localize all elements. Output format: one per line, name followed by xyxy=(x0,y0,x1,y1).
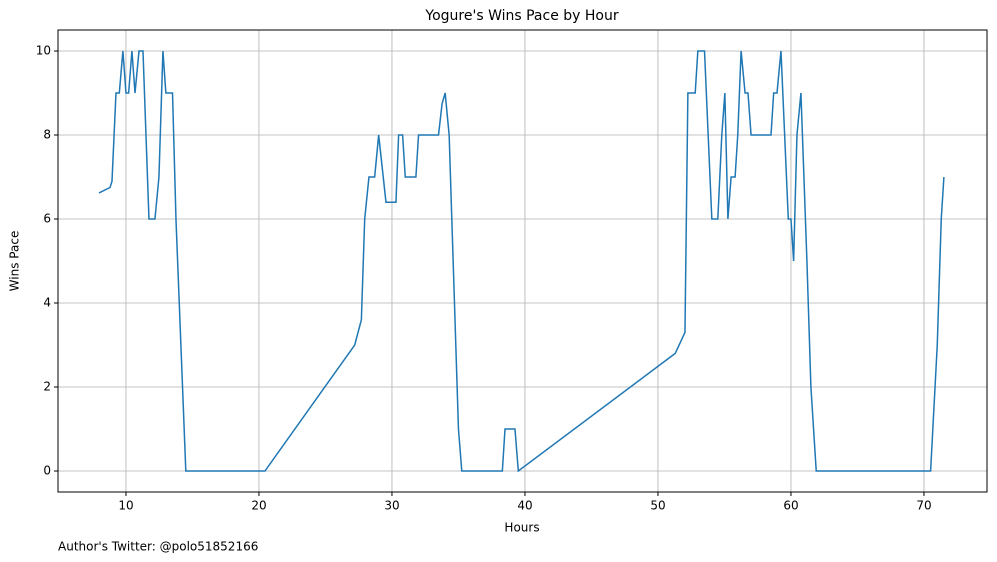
y-tick-label: 0 xyxy=(43,464,51,478)
x-tick-label: 20 xyxy=(251,499,266,513)
x-tick-label: 40 xyxy=(517,499,532,513)
x-tick-label: 10 xyxy=(118,499,133,513)
y-tick-label: 4 xyxy=(43,296,51,310)
y-tick-label: 8 xyxy=(43,128,51,142)
y-tick-label: 2 xyxy=(43,380,51,394)
x-tick-label: 70 xyxy=(916,499,931,513)
x-tick-label: 30 xyxy=(384,499,399,513)
y-axis-label: Wins Pace xyxy=(8,231,22,292)
annotation: Author's Twitter: @polo51852166 xyxy=(58,540,258,554)
x-axis-label: Hours xyxy=(504,521,539,535)
y-tick-label: 10 xyxy=(36,44,51,58)
data-line xyxy=(98,50,945,473)
chart-title: Yogure's Wins Pace by Hour xyxy=(424,8,618,24)
x-tick-label: 60 xyxy=(783,499,798,513)
plot-frame xyxy=(57,29,988,493)
y-tick-label: 6 xyxy=(43,212,51,226)
x-tick-label: 50 xyxy=(650,499,665,513)
